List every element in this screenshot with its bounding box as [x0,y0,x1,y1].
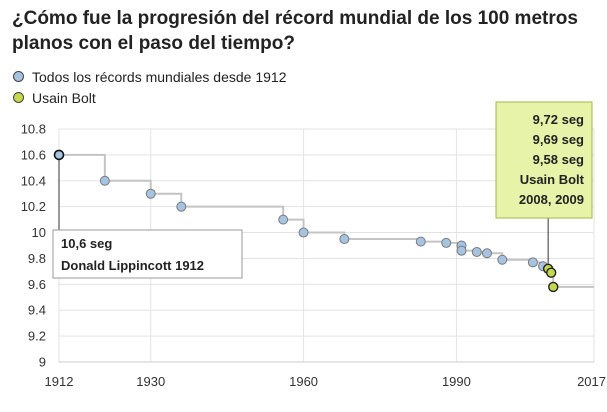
record-point [53,149,65,161]
y-tick-label: 10.2 [21,199,46,214]
y-tick-label: 9.8 [28,251,46,266]
legend-swatch-all-records [13,71,24,82]
record-point [99,175,110,186]
legend-label-all-records: Todos los récords mundiales desde 1912 [32,68,287,85]
x-tick-label: 1912 [45,374,74,389]
lippincott-name: Donald Lippincott 1912 [61,258,204,273]
legend-item-all-records: Todos los récords mundiales desde 1912 [12,66,287,87]
y-tick-label: 9.6 [28,277,46,292]
y-tick-label: 10.4 [21,173,46,188]
record-point [339,234,350,245]
x-tick-label: 1960 [289,374,318,389]
bolt-point [548,281,559,293]
annotation-connectors [58,154,549,269]
bolt-annotation-line: 9,69 seg [533,132,584,147]
x-tick-label: 1990 [442,374,471,389]
record-point [471,246,482,257]
record-point [415,236,426,247]
record-point [278,214,289,225]
y-tick-label: 10.6 [21,147,46,162]
data-points [53,149,559,293]
lippincott-box [52,229,243,279]
bolt-annotation-line: 9,72 seg [533,112,584,127]
record-point [527,257,538,268]
bolt-annotation-line: Usain Bolt [520,172,585,187]
y-tick-label: 10.8 [21,122,46,137]
y-tick-label: 9.4 [28,303,46,318]
axes: 9 9.2 9.4 9.6 9.8 10 10.2 10.4 10.6 10.8 1912 1930 1… [21,122,606,390]
x-tick-label: 1930 [136,374,165,389]
record-point [145,188,156,199]
legend-label-usain-bolt: Usain Bolt [32,89,96,106]
bolt-annotation-line: 9,58 seg [533,152,584,167]
bolt-annotation-line: 2008, 2009 [519,192,584,207]
legend-swatch-usain-bolt [13,92,24,103]
y-tick-label: 9 [39,355,46,370]
record-point [497,254,508,265]
record-point [456,245,467,256]
y-tick-label: 10 [32,225,46,240]
record-point [441,237,452,248]
record-point [176,201,187,212]
record-point [298,227,309,238]
bolt-point [546,267,557,278]
y-tick-label: 9.2 [28,329,46,344]
chart-title: ¿Cómo fue la progresión del récord mundi… [12,8,578,54]
legend: Todos los récords mundiales desde 1912 U… [12,66,287,108]
annotations: 10,6 seg Donald Lippincott 1912 9,72 seg 9,… [52,101,593,279]
bolt-box [495,101,593,219]
record-point [482,248,492,259]
x-tick-label: 2017 [577,374,606,389]
lippincott-time: 10,6 seg [61,236,112,251]
legend-item-usain-bolt: Usain Bolt [12,87,287,108]
